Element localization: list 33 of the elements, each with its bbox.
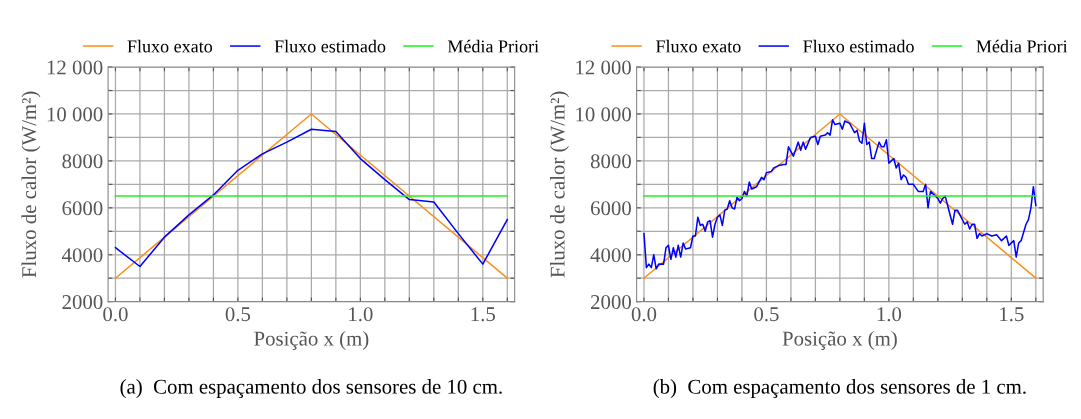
x-tick-label: 0.0	[103, 307, 128, 322]
y-tick-label: 4000	[61, 248, 103, 263]
text: (a) Com espaçamento dos sensores de 10 cm.	[120, 379, 502, 398]
x-tick-label: 0.5	[225, 307, 251, 322]
y-tick-label: 2000	[62, 295, 103, 310]
x-tick-label: 0.0	[631, 307, 657, 322]
y-axis-title: Fluxo de calor (W/m²)	[550, 91, 569, 278]
x-tick-label: 1.0	[877, 307, 902, 322]
legend-label: Fluxo exato	[656, 39, 741, 53]
x-axis-title: Posição x (m)	[782, 330, 897, 350]
legend-label: Média Priori	[976, 39, 1068, 53]
y-tick-label: 8000	[62, 154, 103, 169]
y-axis-title: Fluxo de calor (W/m²)	[21, 91, 41, 278]
x-tick-label: 1.0	[349, 307, 373, 322]
x-tick-label: 1.5	[471, 307, 496, 322]
y-tick-label: 6000	[62, 201, 103, 216]
legend-label: Fluxo estimado	[274, 39, 386, 53]
y-tick-label: 2000	[591, 295, 631, 310]
x-tick-label: 1.5	[1000, 307, 1024, 322]
y-tick-label: 4000	[590, 248, 631, 263]
y-tick-label: 10 000	[576, 107, 631, 122]
y-tick-label: 8000	[590, 154, 631, 169]
y-tick-label: 12 000	[576, 60, 631, 75]
text: (b) Com espaçamento dos sensores de 1 cm.	[653, 379, 1026, 398]
y-tick-label: 12 000	[47, 60, 103, 75]
y-tick-label: 6000	[590, 201, 631, 216]
x-axis-title: Posição x (m)	[254, 330, 369, 350]
line-series	[114, 128, 509, 268]
x-tick-label: 0.5	[754, 307, 779, 322]
legend-label: Média Priori	[447, 39, 539, 53]
y-tick-label: 10 000	[47, 107, 103, 122]
legend-label: Fluxo exato	[127, 39, 213, 53]
legend-label: Fluxo estimado	[803, 39, 914, 53]
